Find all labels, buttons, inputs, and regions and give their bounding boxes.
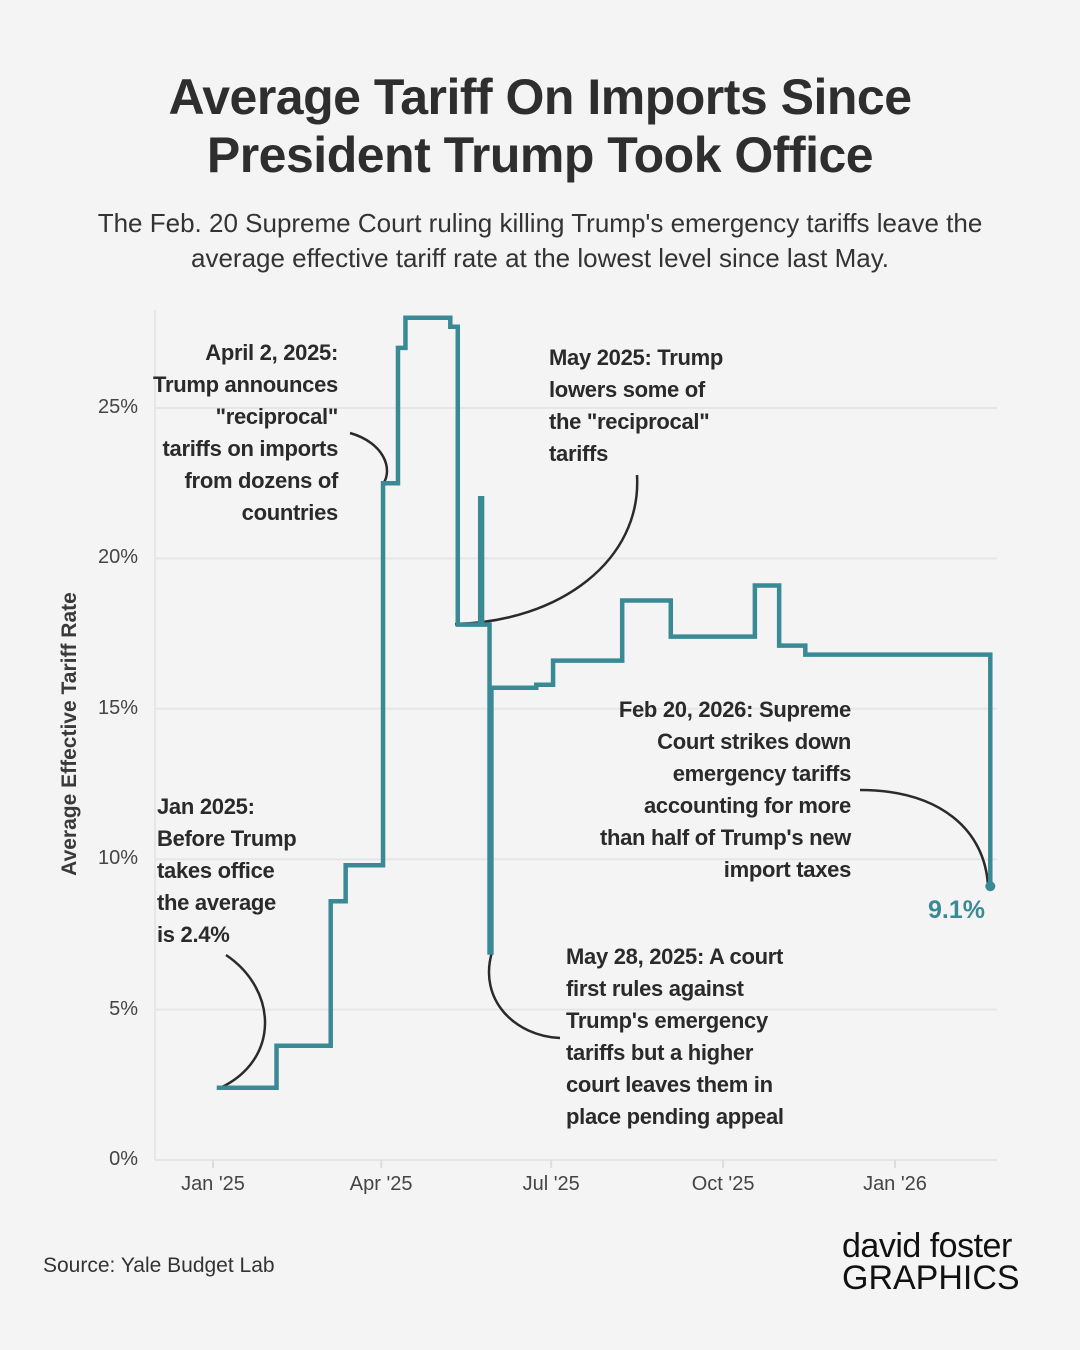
chart-title: Average Tariff On Imports Since Presiden… — [0, 68, 1080, 184]
x-tick-label: Jan '26 — [863, 1173, 927, 1195]
y-tick-label: 25% — [97, 396, 138, 418]
x-tick-label: Jul '25 — [522, 1173, 580, 1195]
end-value-label: 9.1% — [928, 896, 985, 924]
y-tick-label: 20% — [97, 546, 138, 569]
title-line-1: Average Tariff On Imports Since — [168, 69, 912, 125]
chart-subtitle: The Feb. 20 Supreme Court ruling killing… — [40, 206, 1040, 276]
x-tick-label: Apr '25 — [349, 1173, 413, 1195]
y-tick-label: 15% — [97, 696, 138, 719]
series-line — [216, 315, 993, 1091]
x-tick-label: Jan '25 — [181, 1173, 245, 1195]
connector-may28 — [487, 951, 561, 1040]
logo-line-1: david foster — [842, 1227, 1012, 1265]
brand-logo: david foster GRAPHICS — [842, 1227, 1020, 1297]
logo-line-2: GRAPHICS — [842, 1259, 1020, 1297]
y-tick-label: 10% — [97, 847, 138, 870]
subtitle-line-1: The Feb. 20 Supreme Court ruling killing… — [97, 208, 983, 238]
subtitle-line-2: average effective tariff rate at the low… — [190, 243, 889, 273]
annotation-feb-2026: Feb 20, 2026: Supreme Court strikes down… — [599, 697, 851, 882]
connector-april — [349, 431, 389, 485]
connector-feb20 — [859, 788, 990, 887]
y-tick-label: 5% — [109, 997, 138, 1020]
x-tick-label: Oct '25 — [691, 1173, 755, 1195]
annotation-may-2025: May 2025: Trump lowers some of the "reci… — [549, 345, 724, 466]
end-point-marker — [985, 881, 996, 892]
connector-may — [454, 474, 639, 626]
annotation-may28-2025: May 28, 2025: A court first rules agains… — [566, 944, 784, 1129]
y-tick-label: 0% — [109, 1148, 138, 1170]
connector-jan — [219, 953, 267, 1090]
source-note: Source: Yale Budget Lab — [43, 1254, 275, 1277]
annotation-jan-2025: Jan 2025: Before Trump takes office the … — [157, 794, 297, 947]
annotation-april-2025: April 2, 2025: Trump announces "reciproc… — [153, 340, 338, 525]
title-line-2: President Trump Took Office — [206, 127, 874, 183]
y-axis-label: Average Effective Tariff Rate — [58, 592, 81, 876]
